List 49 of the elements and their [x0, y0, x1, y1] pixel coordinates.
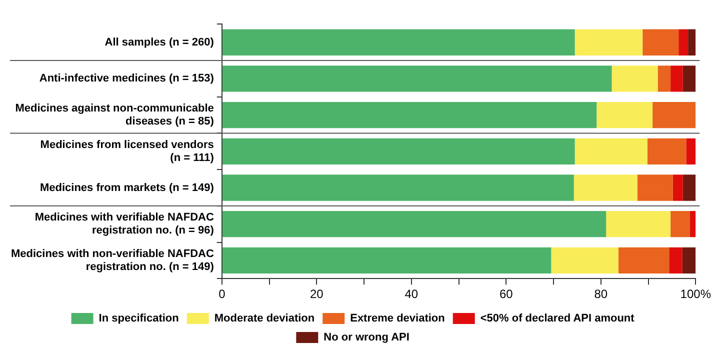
- y-tick-label: All samples (n = 260): [104, 36, 214, 48]
- y-tick-label: Medicines from licensed vendors (n = 111): [40, 138, 214, 164]
- y-tick-label: Medicines against non-communicable diseases (n = 85): [15, 102, 214, 128]
- x-tick-label: 0: [218, 287, 226, 302]
- bar: [222, 102, 597, 128]
- legend-label: In specification: [98, 312, 180, 325]
- bar: [686, 138, 696, 164]
- bar: [551, 247, 618, 274]
- bar: [658, 66, 671, 92]
- bar: [222, 174, 574, 201]
- x-tick-label: 80: [594, 287, 608, 302]
- bar: [678, 29, 688, 56]
- legend-label: <50% of declared API amount: [480, 312, 635, 325]
- bar: [690, 211, 696, 238]
- bar: [222, 138, 575, 164]
- legend-label: No or wrong API: [324, 332, 410, 344]
- bar: [574, 174, 638, 201]
- y-tick-label: Anti-infective medicines (n = 153): [39, 72, 214, 85]
- bar: [222, 247, 552, 274]
- y-tick-label: Medicines from markets (n = 149): [40, 182, 214, 194]
- bar: [606, 211, 671, 238]
- y-tick-label: Medicines with non-verifiable NAFDAC registration no. (n = 149): [10, 248, 214, 274]
- bar: [669, 247, 682, 274]
- bar: [670, 66, 683, 92]
- bar: [652, 102, 696, 128]
- x-tick-label: 20: [310, 287, 324, 302]
- x-tick-label: 40: [404, 287, 418, 302]
- bar: [618, 247, 670, 274]
- bar: [682, 66, 696, 92]
- bar: [672, 174, 683, 201]
- bar: [647, 138, 686, 164]
- bar: [670, 211, 690, 238]
- bar: [688, 29, 696, 56]
- bar: [682, 247, 696, 274]
- bar: [682, 174, 696, 201]
- legend-label: Moderate deviation: [214, 312, 315, 325]
- bar: [222, 29, 575, 56]
- y-tick-label: Medicines with verifiable NAFDAC registration no. (n = 96): [34, 212, 214, 237]
- bar: [637, 174, 673, 201]
- bar: [612, 66, 658, 92]
- bar: [642, 29, 679, 56]
- bar: [596, 102, 653, 128]
- bar: [222, 211, 606, 238]
- bar: [574, 29, 643, 56]
- x-tick-label: 60: [499, 287, 514, 302]
- bar: [574, 138, 648, 164]
- x-tick-label: 100%: [680, 287, 712, 302]
- bar: [222, 66, 612, 92]
- legend-label: Extreme deviation: [350, 312, 446, 325]
